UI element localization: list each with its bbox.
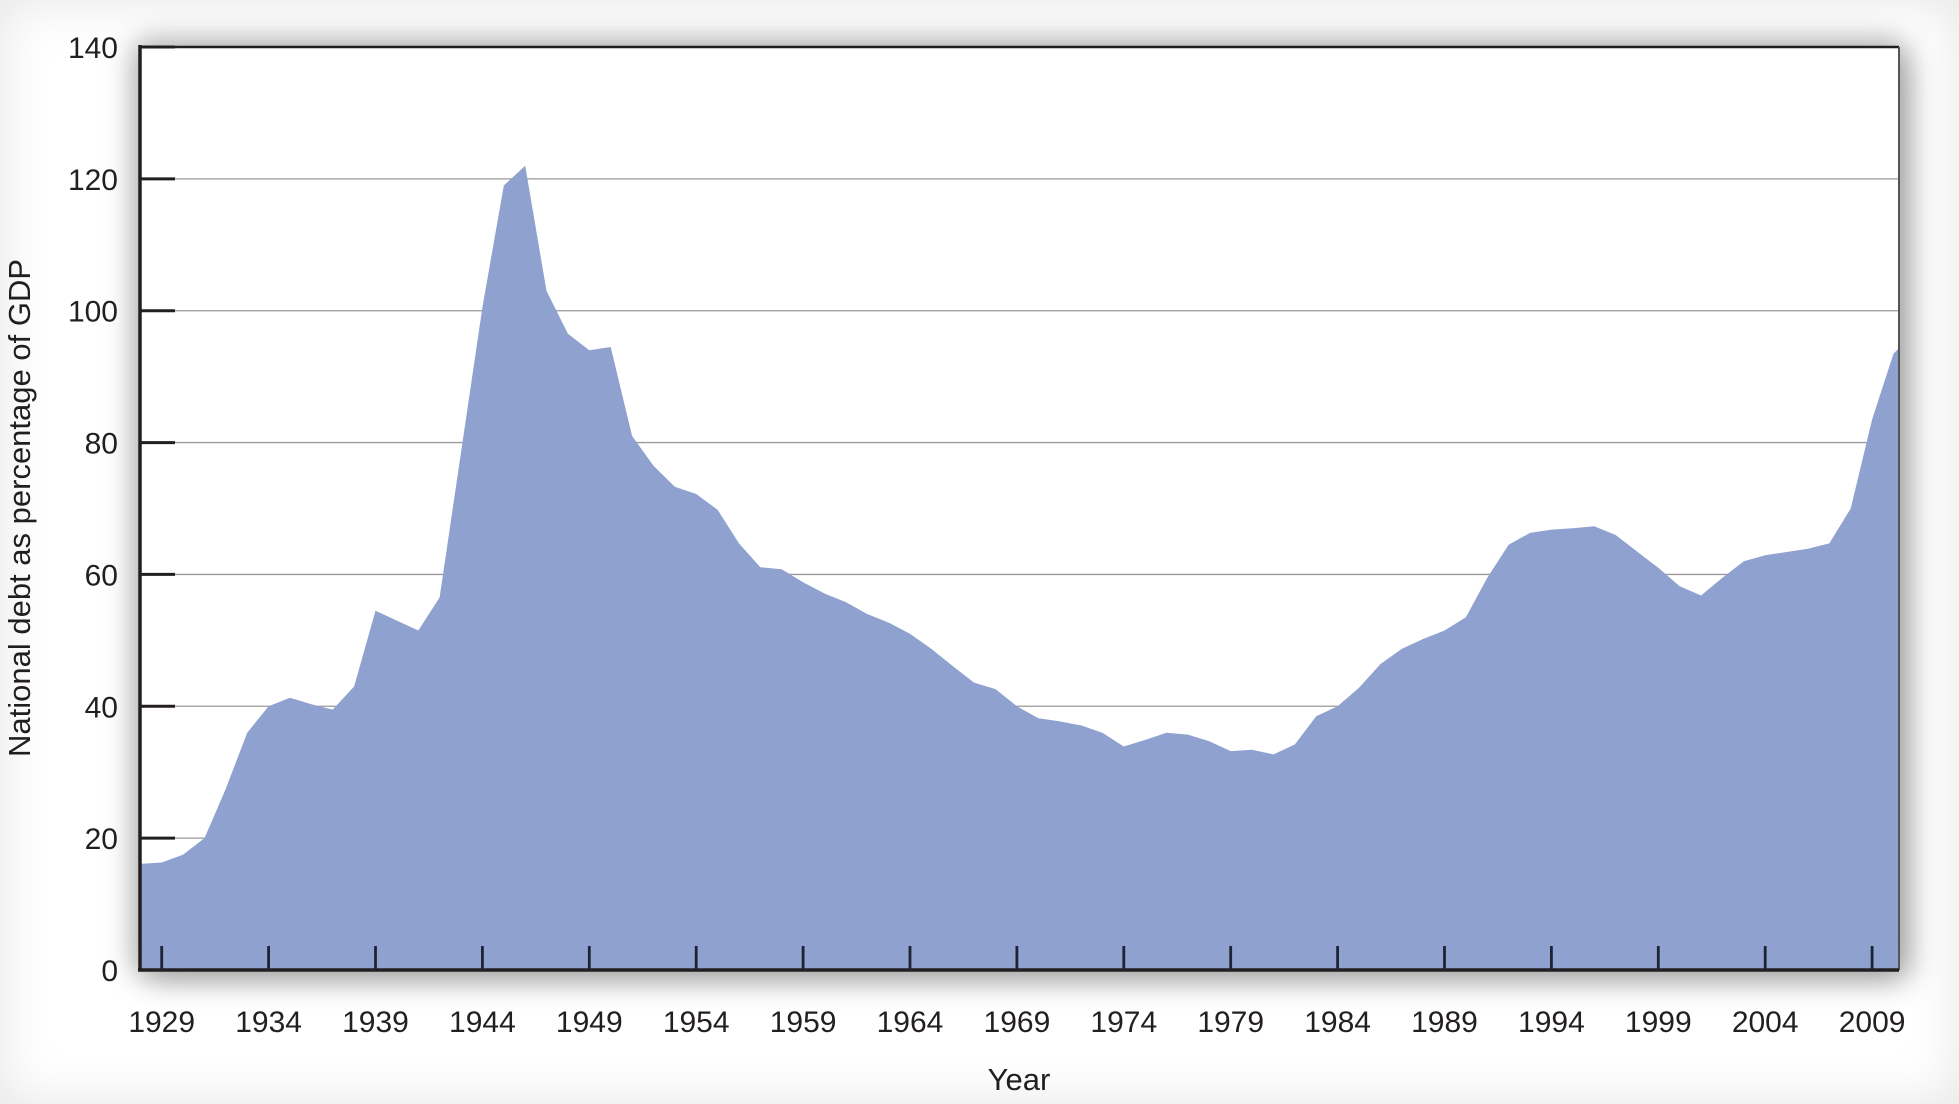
x-tick-label-1929: 1929	[128, 1006, 195, 1039]
x-axis-ticks	[160, 946, 1874, 970]
x-tick-label-1949: 1949	[556, 1006, 623, 1039]
y-axis-title: National debt as percentage of GDP	[2, 259, 37, 757]
x-tick-label-2004: 2004	[1732, 1006, 1799, 1039]
x-tick-label-1984: 1984	[1304, 1006, 1371, 1039]
x-tick-label-1954: 1954	[663, 1006, 730, 1039]
x-tick-label-1979: 1979	[1197, 1006, 1264, 1039]
x-tick-label-2009: 2009	[1839, 1006, 1906, 1039]
y-tick-label-100: 100	[68, 296, 118, 329]
debt-area-series	[140, 165, 1899, 970]
x-tick-label-1964: 1964	[877, 1006, 944, 1039]
x-tick-label-1969: 1969	[984, 1006, 1051, 1039]
y-tick-label-80: 80	[85, 428, 118, 461]
y-tick-label-20: 20	[85, 823, 118, 856]
x-axis-title: Year	[988, 1062, 1051, 1097]
x-tick-label-1934: 1934	[235, 1006, 302, 1039]
x-tick-label-1994: 1994	[1518, 1006, 1585, 1039]
y-tick-label-140: 140	[68, 32, 118, 65]
x-axis-tick-labels: 1929 1934 1939 1944 1949 1954 1959 1964 1969 1974…	[128, 1006, 1905, 1039]
x-tick-label-1999: 1999	[1625, 1006, 1692, 1039]
y-tick-label-40: 40	[85, 691, 118, 724]
x-tick-label-1989: 1989	[1411, 1006, 1478, 1039]
x-tick-label-1974: 1974	[1090, 1006, 1157, 1039]
y-axis-ticks	[140, 45, 175, 972]
plot-frame	[138, 45, 1900, 972]
x-tick-label-1959: 1959	[770, 1006, 837, 1039]
y-tick-label-0: 0	[101, 955, 118, 988]
y-axis-tick-labels: 0 20 40 60 80 100 120 140	[68, 32, 118, 988]
y-tick-label-60: 60	[85, 559, 118, 592]
y-tick-label-120: 120	[68, 164, 118, 197]
x-tick-label-1944: 1944	[449, 1006, 516, 1039]
x-tick-label-1939: 1939	[342, 1006, 409, 1039]
